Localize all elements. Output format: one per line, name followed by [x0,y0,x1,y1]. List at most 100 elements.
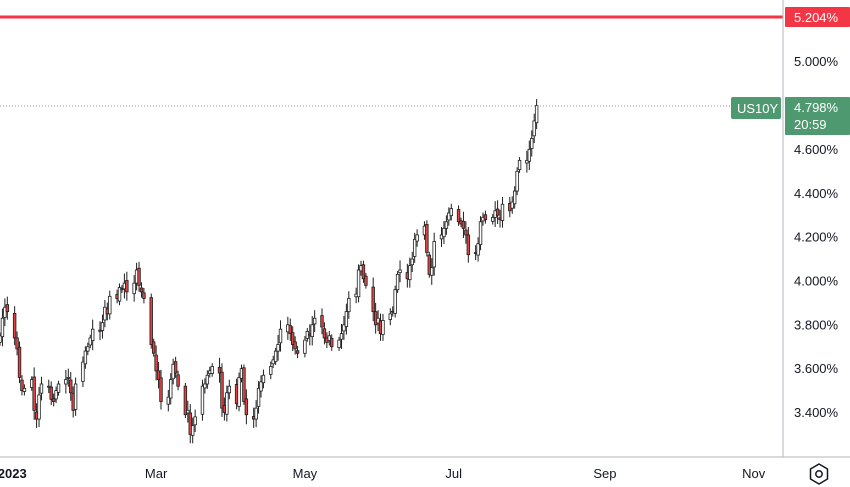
candle-body [191,425,195,436]
candle-body [227,385,231,394]
candle-body [54,390,58,400]
candle-body [356,269,361,298]
candle-body [259,381,263,392]
candle-body [269,366,273,375]
candle-body [273,350,278,363]
candle-body [395,273,400,291]
candle-body [159,377,163,402]
candle-body [81,361,85,382]
x-tick-label: 2023 [0,466,27,481]
candle-body [412,238,417,257]
candle-body [132,282,136,295]
candle-body [242,367,246,402]
candle-body [415,234,419,242]
candle-body [295,350,300,354]
candle-body [464,229,468,236]
candle-body [322,328,327,339]
candle-body [339,333,344,340]
candle-body [37,394,41,420]
candle-body [220,371,224,409]
y-tick-label: 4.200% [794,230,839,245]
candle-body [442,227,446,238]
candle-body [532,120,536,137]
candle-body [17,346,22,378]
candle-body [49,386,53,400]
candle-body [510,201,514,209]
candle-body [276,344,280,352]
candle-body [86,346,90,352]
candle-body [291,332,295,345]
y-tick-label: 4.600% [794,142,839,157]
candle-body [364,275,368,286]
candle-body [347,298,351,313]
candle-body [530,138,534,149]
candle-body [200,385,205,415]
candle-body [393,289,397,314]
candle-body [500,203,505,221]
candle-body [408,265,412,281]
candle-body [203,383,207,389]
candle-body [69,379,73,394]
candle-body [430,267,434,276]
candle-body [12,313,17,339]
candle-body [310,324,314,338]
y-tick-label: 3.400% [794,405,839,420]
candle-body [108,295,112,315]
candle-body [169,379,173,399]
candle-body [205,374,210,385]
candle-body [137,267,141,286]
candle-body [0,335,2,343]
candle-body [427,254,432,275]
candle-body [525,159,529,164]
candle-body [476,243,480,256]
candle-body [151,341,156,354]
candle-body [20,379,24,391]
candle-body [483,214,488,220]
candle-body [51,398,56,402]
candle-body [491,216,495,222]
candle-body [466,234,471,256]
candle-body [193,416,197,426]
reference-price-badge: 5.204% [785,7,850,27]
candle-body [495,208,500,216]
candle-body [278,328,283,344]
candle-body [139,287,144,293]
candle-body [156,370,161,381]
candle-body [210,366,214,374]
candle-body [381,320,385,335]
candle-body [173,361,178,374]
candle-body [149,297,153,345]
candle-body [117,287,122,302]
candle-body [39,383,44,394]
candle-body [5,304,10,313]
candle-body [32,376,36,411]
candle-body [410,258,414,266]
y-tick-label: 4.000% [794,273,839,288]
x-tick-label: Mar [145,466,168,481]
candle-body [154,354,158,372]
last-price-badge: 4.798% 20:59 [785,97,850,135]
candle-body [361,264,366,280]
candle-body [15,337,19,350]
candle-body [534,105,539,124]
symbol-label: US10Y [737,101,779,116]
x-tick-label: Sep [593,466,616,481]
candle-body [388,313,392,320]
candle-body [88,337,92,346]
candle-body [73,383,78,410]
candle-body [186,409,190,414]
candle-body [342,324,346,332]
candles-layer [0,99,539,444]
hexagon-gear-icon[interactable] [806,461,832,487]
candle-body [56,383,61,393]
candle-body [337,339,341,349]
candle-body [83,350,88,365]
candle-body [425,223,429,253]
candle-body [142,292,146,299]
candle-body [288,325,292,334]
time-axis[interactable]: 2023 Mar May Jul Sep Nov [0,466,766,481]
candle-body [320,315,324,328]
candle-body [444,221,449,229]
candle-body [256,387,261,407]
